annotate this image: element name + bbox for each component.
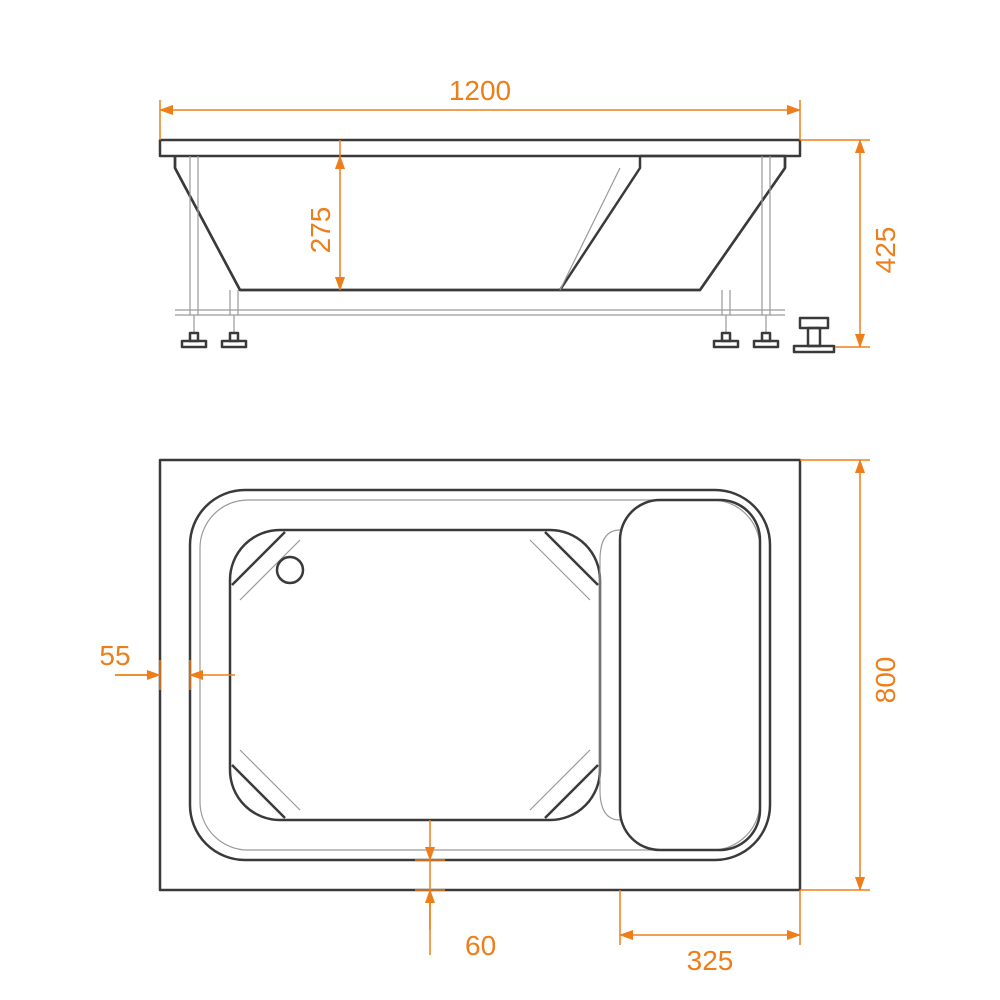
top-dimensions: 800 55 60 325 [99, 460, 901, 976]
dim-425: 425 [870, 227, 901, 274]
dim-60: 60 [465, 930, 496, 961]
side-dimensions: 1200 275 425 [160, 75, 901, 347]
dim-800: 800 [870, 657, 901, 704]
side-view [160, 140, 834, 352]
technical-drawing: 1200 275 425 [0, 0, 1000, 1000]
dim-275: 275 [305, 207, 336, 254]
dim-1200: 1200 [449, 75, 511, 106]
dim-325: 325 [687, 945, 734, 976]
dim-55: 55 [99, 640, 130, 671]
top-view [160, 460, 800, 890]
